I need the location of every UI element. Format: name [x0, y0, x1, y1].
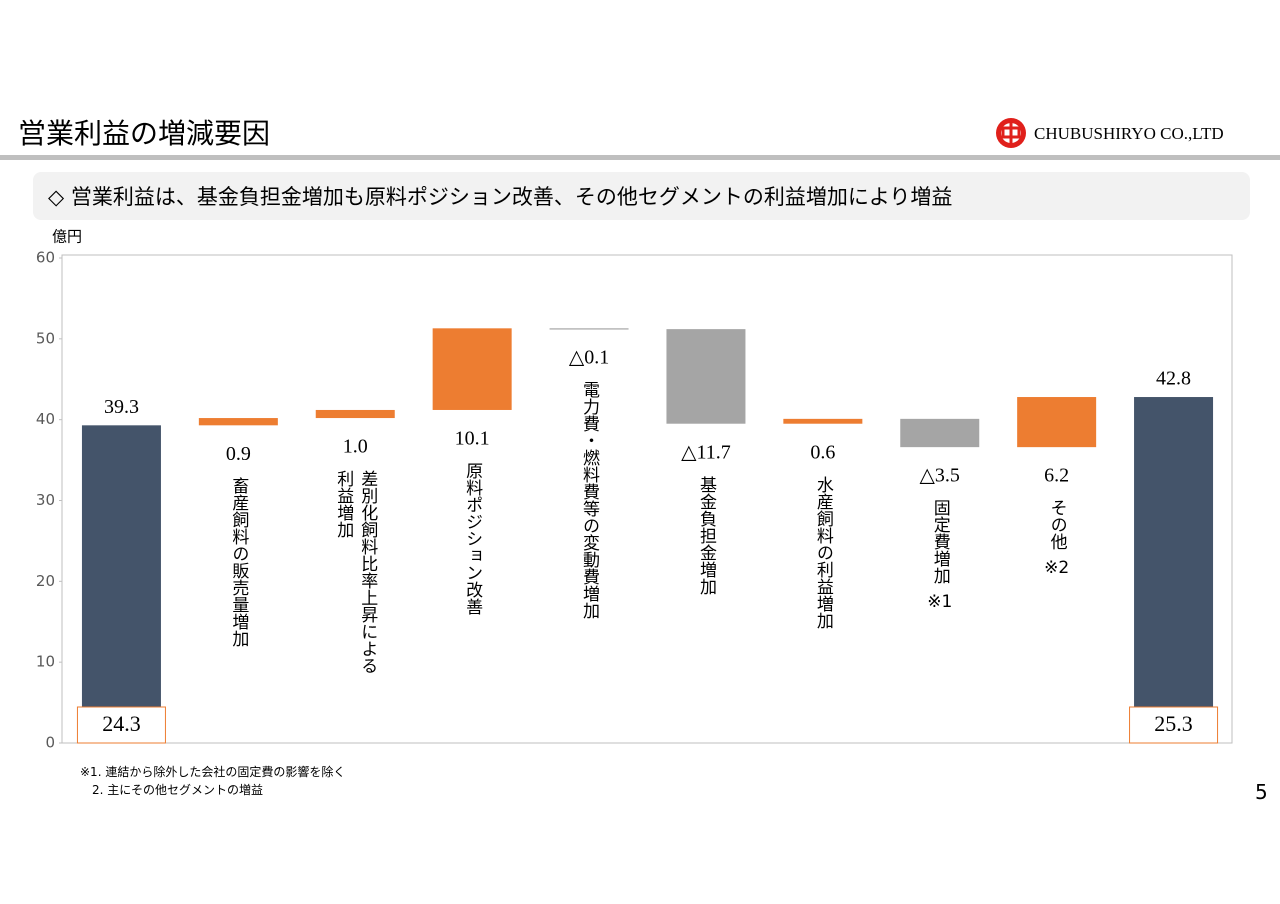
bar	[783, 418, 863, 424]
category-label: その他	[1046, 499, 1067, 551]
value-label: 39.3	[104, 396, 139, 418]
company-name: CHUBUSHIRYO CO.,LTD	[1034, 124, 1224, 143]
value-label: 0.9	[226, 443, 251, 465]
base-label-box	[76, 706, 166, 744]
value-label: △11.7	[681, 441, 731, 463]
category-label: 水産飼料の利益増加	[812, 475, 833, 629]
y-tick-label: 50	[36, 329, 55, 347]
value-label: 42.8	[1156, 368, 1191, 390]
subtitle-box	[33, 172, 1250, 220]
bar	[1134, 397, 1214, 743]
bar	[900, 418, 980, 448]
header-rule	[0, 155, 1280, 160]
value-label: △3.5	[920, 465, 960, 487]
category-label: 電力費・燃料費等の変動費増加	[579, 381, 600, 620]
bar	[198, 418, 278, 426]
value-label: 6.2	[1044, 465, 1069, 487]
y-tick-label: 0	[45, 734, 55, 752]
bar	[432, 328, 512, 410]
value-label: 0.6	[810, 441, 835, 463]
footnote: 2. 主にその他セグメントの増益	[92, 783, 264, 797]
category-label: 固定費増加	[929, 499, 950, 585]
footnote: ※1. 連結から除外した会社の固定費の影響を除く	[80, 765, 346, 779]
category-label: 畜産飼料の販売量増加	[228, 477, 249, 648]
y-tick-label: 20	[36, 572, 55, 590]
plot-area	[61, 254, 1233, 744]
category-label: 差別化飼料比率上昇による 利益増加	[333, 470, 378, 675]
value-label: 1.0	[343, 436, 368, 458]
slide-title: 営業利益の増減要因	[18, 117, 271, 150]
value-label: △0.1	[569, 347, 609, 369]
y-tick-label: 40	[36, 410, 55, 428]
bar	[81, 425, 161, 743]
page-number: 5	[1255, 780, 1268, 804]
base-label: 24.3	[102, 711, 141, 736]
category-note: ※2	[1044, 558, 1070, 579]
base-label: 25.3	[1154, 711, 1193, 736]
value-label: 10.1	[455, 428, 490, 450]
company-logo	[996, 118, 1026, 148]
y-tick-label: 30	[36, 491, 55, 509]
category-label: 基金負担金増加	[695, 475, 716, 595]
bar	[1017, 397, 1097, 448]
y-tick-label: 10	[36, 653, 55, 671]
y-axis-label: 億円	[52, 228, 82, 246]
bar	[315, 409, 395, 419]
subtitle: ◇ 営業利益は、基金負担金増加も原料ポジション改善、その他セグメントの利益増加に…	[48, 185, 953, 209]
category-label: 原料ポジション改善	[462, 461, 483, 615]
base-label-box	[1129, 706, 1219, 744]
category-note: ※1	[927, 592, 953, 613]
bar	[549, 328, 629, 330]
y-tick-label: 60	[36, 249, 55, 267]
bar	[666, 329, 746, 424]
